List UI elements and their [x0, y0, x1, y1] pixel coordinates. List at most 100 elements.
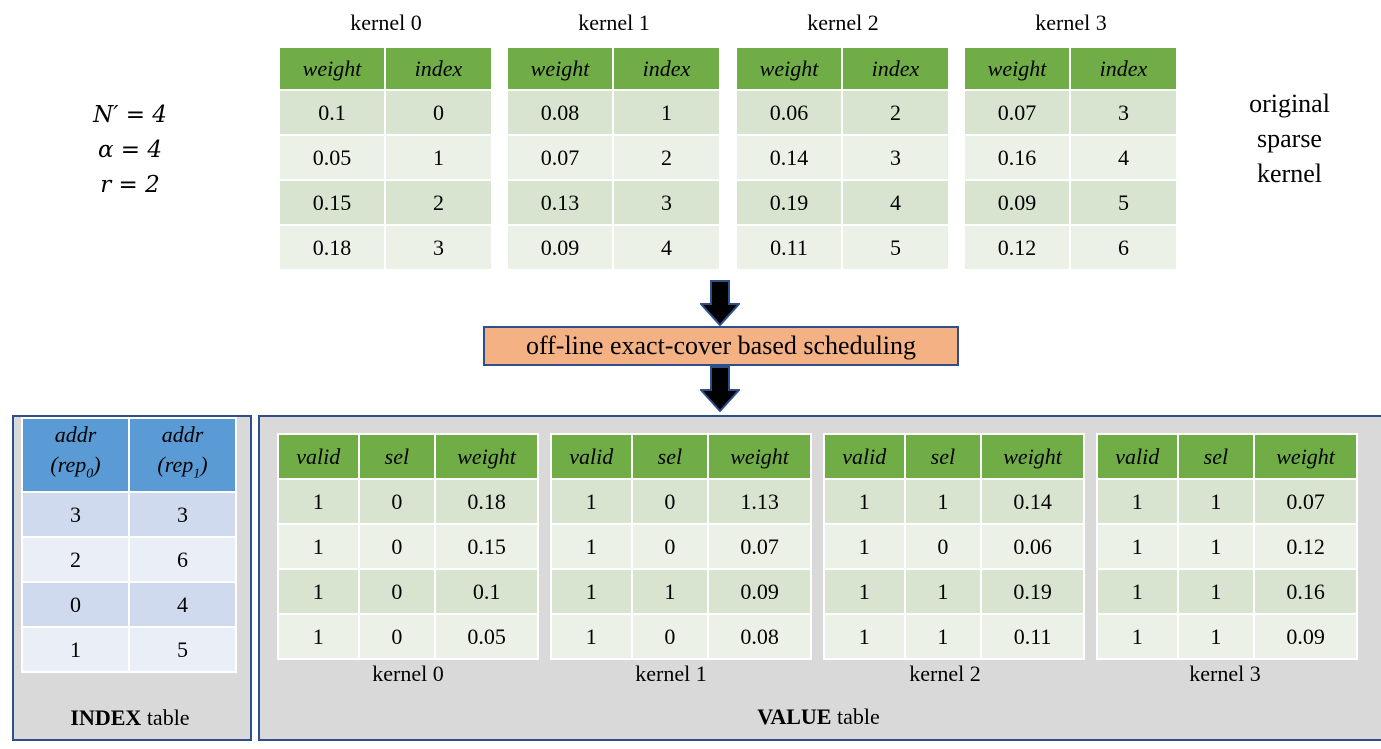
table-cell: 1 [550, 568, 633, 615]
table-cell: 1 [277, 523, 360, 570]
table-cell: 5 [128, 626, 237, 673]
table-cell: 0 [357, 568, 437, 615]
table-cell: 0.09 [506, 224, 614, 271]
table-cell: 2 [612, 134, 721, 181]
table-cell: 0 [630, 613, 710, 660]
param-r: r = 2 [100, 172, 160, 198]
value-kernel-title: kernel 1 [635, 661, 707, 686]
table-cell: 0.06 [980, 523, 1085, 570]
header-cell: weight [963, 46, 1071, 91]
table-cell: 5 [1069, 179, 1178, 226]
header-cell: sel [630, 433, 710, 480]
kernel-title: kernel 3 [1035, 10, 1107, 35]
header-cell: valid [550, 433, 633, 480]
table-cell: 1 [1096, 568, 1179, 615]
table-cell: 0.1 [278, 89, 386, 136]
original-kernel-table: weight index 0.07 3 0.16 4 0.09 5 0.12 6 [963, 46, 1178, 271]
original-kernel-table: weight index 0.08 1 0.07 2 0.13 3 0.09 4 [506, 46, 721, 271]
table-cell: 1 [550, 613, 633, 660]
table-cell: 0.16 [1253, 568, 1358, 615]
table-cell: 1 [903, 478, 983, 525]
table-cell: 0 [630, 523, 710, 570]
header-cell: valid [1096, 433, 1179, 480]
header-cell: weight [735, 46, 843, 91]
table-cell: 1 [823, 523, 906, 570]
index-header-rep1: addr (rep1) [128, 417, 237, 493]
table-cell: 4 [128, 581, 237, 628]
label-line: original [1249, 89, 1330, 118]
table-cell: 0.07 [707, 523, 812, 570]
table-cell: 3 [21, 491, 130, 538]
table-cell: 1 [550, 478, 633, 525]
table-cell: 1 [903, 568, 983, 615]
table-cell: 1 [630, 568, 710, 615]
index-table-caption: INDEX table [70, 705, 190, 730]
table-cell: 0.09 [1253, 613, 1358, 660]
table-cell: 0.19 [980, 568, 1085, 615]
table-cell: 0.13 [506, 179, 614, 226]
table-cell: 0 [357, 613, 437, 660]
table-cell: 0.05 [278, 134, 386, 181]
table-cell: 0.07 [1253, 478, 1358, 525]
header-cell: sel [357, 433, 437, 480]
table-cell: 0 [357, 478, 437, 525]
table-cell: 1 [1176, 523, 1256, 570]
table-cell: 1 [1176, 613, 1256, 660]
table-cell: 1.13 [707, 478, 812, 525]
table-cell: 0.18 [434, 478, 539, 525]
table-cell: 0.11 [980, 613, 1085, 660]
table-cell: 0 [384, 89, 493, 136]
table-cell: 0.07 [506, 134, 614, 181]
header-cell: sel [903, 433, 983, 480]
table-cell: 0 [21, 581, 130, 628]
table-cell: 0.05 [434, 613, 539, 660]
header-cell: weight [1253, 433, 1358, 480]
table-cell: 1 [612, 89, 721, 136]
table-cell: 3 [384, 224, 493, 271]
param-n-prime: N′ = 4 [93, 102, 167, 128]
table-cell: 0.19 [735, 179, 843, 226]
table-cell: 0.08 [707, 613, 812, 660]
header-cell: valid [823, 433, 906, 480]
table-cell: 0.07 [963, 89, 1071, 136]
table-cell: 1 [903, 613, 983, 660]
table-cell: 3 [1069, 89, 1178, 136]
kernel-title: kernel 2 [807, 10, 879, 35]
label-line: sparse [1257, 124, 1322, 153]
header-cell: index [1069, 46, 1178, 91]
header-cell: weight [980, 433, 1085, 480]
table-cell: 2 [841, 89, 950, 136]
scheduling-box: off-line exact-cover based scheduling [483, 326, 959, 366]
table-cell: 0 [357, 523, 437, 570]
table-cell: 5 [841, 224, 950, 271]
value-table-caption: VALUE table [757, 704, 880, 729]
table-cell: 1 [277, 478, 360, 525]
table-cell: 0.11 [735, 224, 843, 271]
table-cell: 0.15 [434, 523, 539, 570]
down-arrow-icon [700, 366, 740, 412]
table-cell: 0.15 [278, 179, 386, 226]
original-sparse-kernel-label: original sparse kernel [1222, 86, 1357, 191]
table-cell: 1 [1096, 523, 1179, 570]
table-cell: 1 [1176, 478, 1256, 525]
table-cell: 1 [823, 478, 906, 525]
table-cell: 0.12 [963, 224, 1071, 271]
table-cell: 0.1 [434, 568, 539, 615]
table-cell: 0.06 [735, 89, 843, 136]
table-cell: 0.09 [963, 179, 1071, 226]
table-cell: 0 [903, 523, 983, 570]
table-cell: 0.09 [707, 568, 812, 615]
table-cell: 0.12 [1253, 523, 1358, 570]
value-kernel-title: kernel 3 [1189, 661, 1261, 686]
table-cell: 1 [1096, 478, 1179, 525]
table-cell: 6 [128, 536, 237, 583]
table-cell: 1 [823, 613, 906, 660]
header-cell: sel [1176, 433, 1256, 480]
kernel-title: kernel 1 [578, 10, 650, 35]
table-cell: 4 [841, 179, 950, 226]
table-cell: 3 [612, 179, 721, 226]
